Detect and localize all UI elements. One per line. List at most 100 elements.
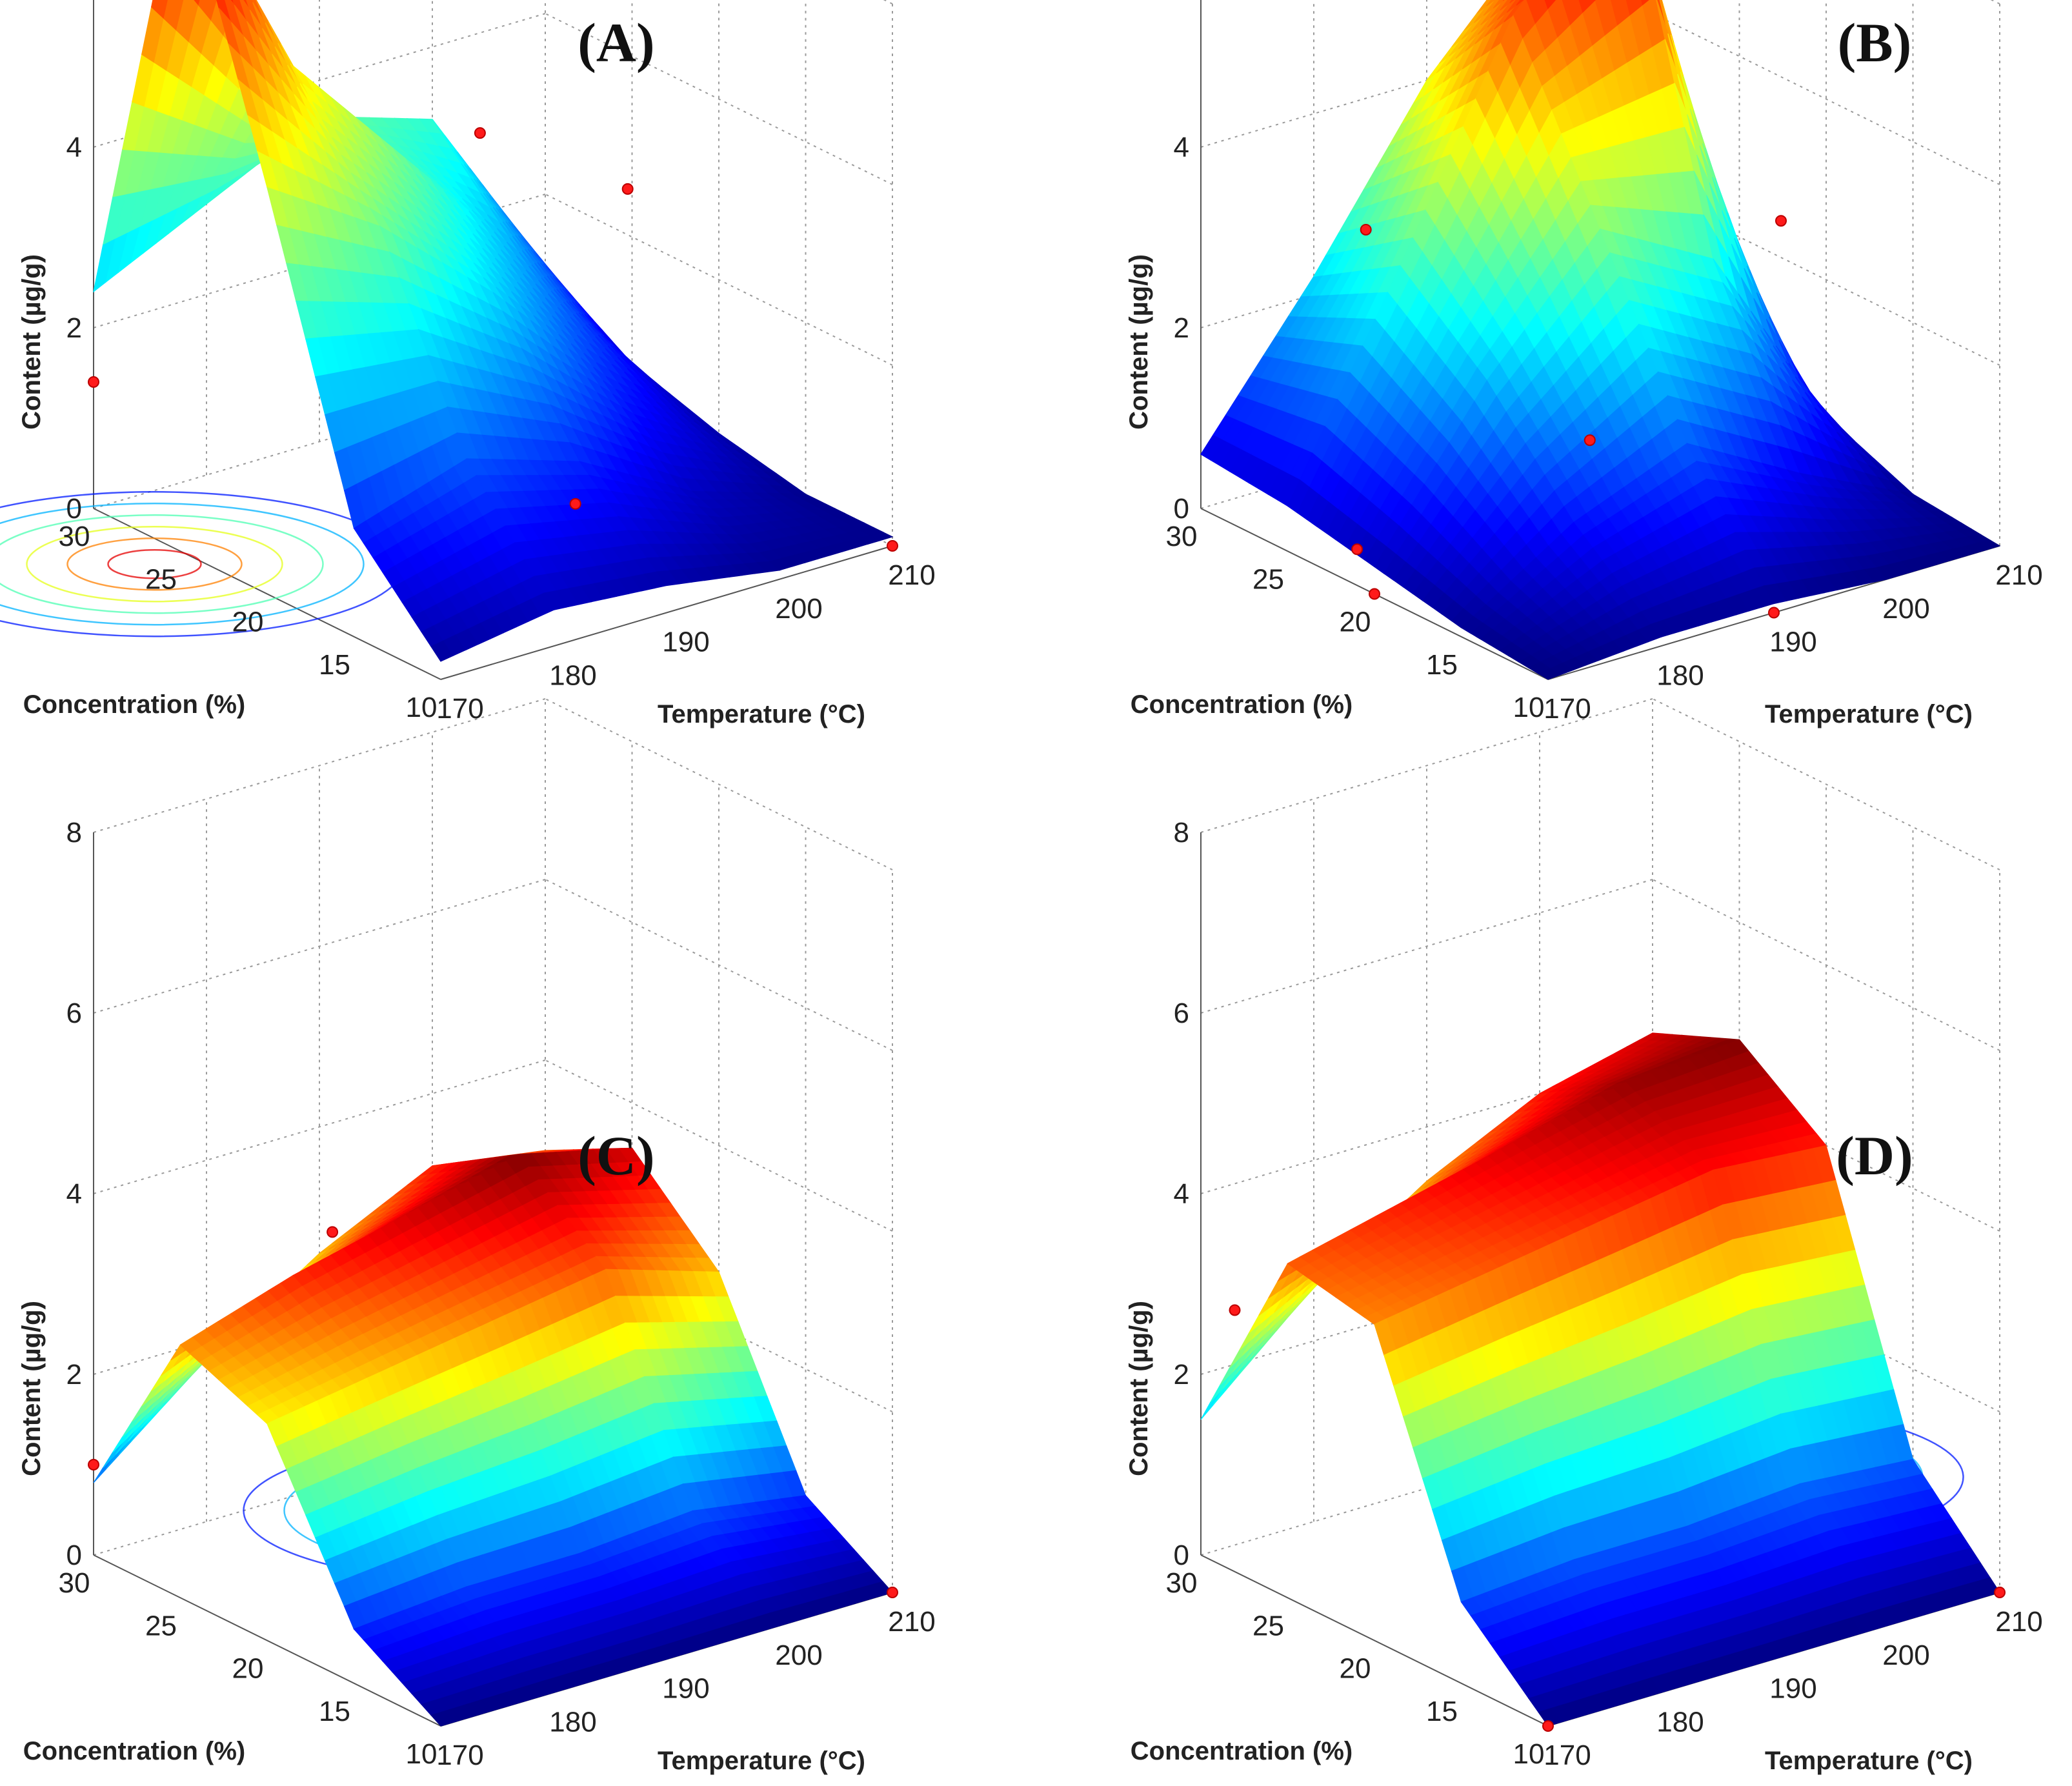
x-tick-label: 180 — [549, 1706, 596, 1738]
panel-label: (A) — [578, 12, 654, 74]
y-tick-label: 25 — [145, 1610, 177, 1641]
data-point — [1369, 588, 1380, 600]
x-tick-label: 170 — [436, 1740, 483, 1771]
surface-facet — [1476, 0, 1492, 14]
x-tick-label: 190 — [1769, 627, 1816, 658]
y-tick-label: 10 — [406, 692, 438, 723]
y-tick-label: 20 — [1340, 607, 1371, 638]
x-tick-label: 190 — [662, 1673, 709, 1705]
response-surface — [93, 0, 894, 662]
response-surface — [1200, 0, 2001, 680]
surface-facet — [1200, 1388, 1223, 1420]
data-point — [1775, 215, 1787, 227]
z-tick-label: 2 — [66, 312, 82, 344]
surface-chart-d: 170180190200210101520253002468Temperatur… — [1125, 698, 2043, 1775]
z-tick-label: 4 — [66, 132, 82, 163]
y-tick-label: 25 — [145, 563, 177, 595]
side-wall-gridline — [1652, 879, 2000, 1051]
surface-facet — [869, 531, 894, 541]
y-tick-label: 30 — [1166, 521, 1198, 552]
y-axis-line — [93, 508, 441, 680]
y-tick-label: 10 — [1513, 692, 1545, 723]
z-tick-label: 4 — [66, 1178, 82, 1210]
x-tick-label: 200 — [775, 593, 822, 625]
y-axis-title: Concentration (%) — [23, 1737, 245, 1765]
y-tick-label: 15 — [319, 1696, 350, 1727]
floor-contour — [0, 514, 324, 614]
surface-chart-a: 170180190200210101520253002468Temperatur… — [0, 0, 936, 728]
data-point — [1351, 543, 1363, 556]
side-wall-gridline — [545, 879, 893, 1051]
y-tick-label: 25 — [1252, 563, 1284, 595]
surface-facet — [1486, 0, 1496, 6]
data-point — [1360, 224, 1372, 236]
floor-contour — [107, 549, 202, 579]
surface-facet — [1509, 0, 1514, 4]
data-point — [1768, 607, 1780, 619]
data-point — [327, 1226, 339, 1238]
side-wall-gridline — [1990, 0, 2000, 5]
panel-label: (B) — [1838, 12, 1912, 74]
data-point — [887, 540, 898, 552]
x-tick-label: 200 — [1882, 593, 1929, 625]
x-tick-label: 180 — [549, 659, 596, 691]
surface-facet — [1506, 0, 1521, 13]
floor-contour — [26, 526, 283, 603]
side-wall-gridline — [883, 0, 893, 5]
surface-chart-b: 170180190200210101520253002468Temperatur… — [1125, 0, 2043, 728]
surface-facet — [1502, 0, 1505, 1]
y-tick-label: 15 — [319, 649, 350, 681]
data-point — [887, 1587, 898, 1598]
z-tick-label: 2 — [66, 1359, 82, 1390]
surface-facet — [1210, 1371, 1233, 1403]
surface-facet — [1544, 0, 1557, 10]
x-tick-label: 210 — [888, 1606, 935, 1638]
side-wall-gridline — [545, 194, 893, 366]
surface-facet — [1483, 0, 1500, 16]
y-tick-label: 30 — [59, 521, 90, 552]
x-axis-line — [440, 545, 893, 680]
x-tick-label: 170 — [1544, 693, 1591, 725]
floor-contour — [66, 537, 243, 591]
z-tick-label: 0 — [66, 1540, 82, 1571]
x-axis-title: Temperature (°C) — [658, 700, 865, 728]
data-point — [88, 1459, 99, 1470]
x-tick-label: 210 — [888, 559, 935, 591]
y-axis-title: Concentration (%) — [23, 690, 245, 719]
z-tick-label: 4 — [1174, 132, 1189, 163]
y-tick-label: 20 — [232, 1653, 264, 1685]
floor-contour — [0, 503, 365, 626]
panel-label: (C) — [578, 1125, 654, 1187]
surface-facet — [1493, 0, 1504, 9]
data-point — [1584, 434, 1596, 446]
y-tick-label: 30 — [59, 1567, 90, 1599]
x-tick-label: 180 — [1656, 659, 1704, 691]
z-tick-label: 8 — [66, 817, 82, 848]
side-wall-gridline — [1652, 13, 2000, 185]
y-tick-label: 20 — [232, 607, 264, 638]
surface-facet — [103, 1439, 126, 1468]
surface-facet — [1516, 0, 1524, 6]
x-tick-label: 190 — [662, 627, 709, 658]
y-tick-label: 10 — [406, 1738, 438, 1770]
x-tick-label: 170 — [436, 693, 483, 725]
back-wall-gridline — [93, 879, 546, 1014]
data-point — [474, 127, 486, 139]
z-tick-label: 0 — [1174, 493, 1189, 525]
z-axis-title: Content (µg/g) — [17, 254, 46, 430]
z-axis-title: Content (µg/g) — [17, 1301, 46, 1476]
x-axis-title: Temperature (°C) — [658, 1747, 865, 1775]
y-tick-label: 15 — [1426, 649, 1458, 681]
response-surface — [93, 1147, 894, 1727]
x-axis-title: Temperature (°C) — [1765, 700, 1973, 728]
x-tick-label: 200 — [775, 1640, 822, 1671]
side-wall-gridline — [1652, 194, 2000, 366]
data-point — [621, 183, 634, 195]
y-axis-title: Concentration (%) — [1131, 690, 1353, 719]
floor-contour — [0, 491, 405, 637]
x-tick-label: 210 — [1995, 559, 2042, 591]
data-point — [569, 497, 581, 510]
surface-facet — [1500, 0, 1513, 11]
z-axis-title: Content (µg/g) — [1125, 254, 1153, 430]
